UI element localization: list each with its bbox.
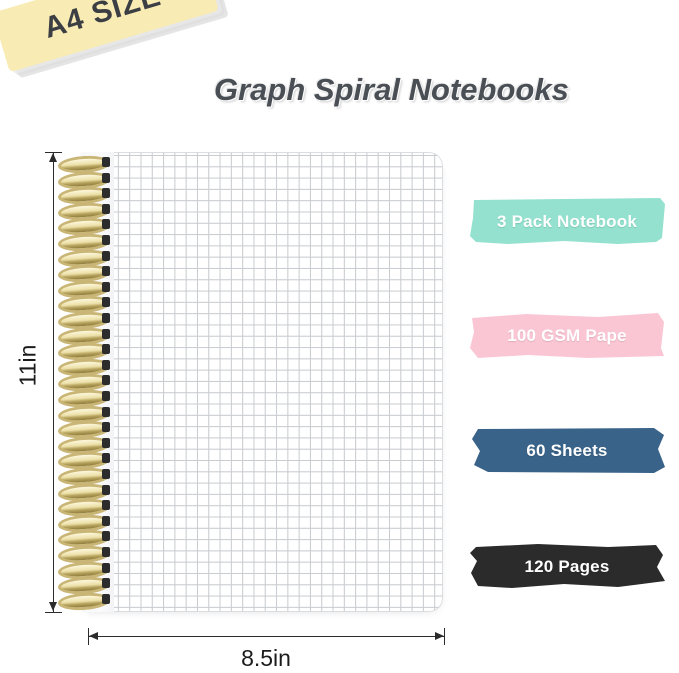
height-arrow-down-icon: [49, 602, 57, 611]
spiral-coil: [57, 357, 111, 378]
spiral-coil-end: [102, 437, 110, 448]
spiral-coil: [57, 169, 111, 191]
spiral-coil: [57, 310, 111, 331]
badge-sheet-count: 60 Sheets: [468, 427, 666, 475]
spiral-coil: [57, 263, 111, 284]
spiral-coil: [57, 544, 111, 565]
a4-size-tag: A4 SIZE: [0, 0, 246, 124]
spiral-coil: [57, 341, 111, 362]
height-dimension-tick-bottom: [45, 612, 62, 613]
badge-page-count: 120 Pages: [468, 543, 666, 591]
spiral-coil-end: [102, 297, 110, 308]
spiral-coil: [57, 450, 111, 472]
spiral-coil-end: [102, 157, 110, 167]
badge-label: 120 Pages: [524, 557, 610, 576]
spiral-coil-end: [102, 219, 110, 230]
spiral-coil-end: [102, 328, 110, 339]
height-dimension-label: 11in: [14, 344, 41, 387]
height-dimension-tick-top: [45, 152, 62, 153]
spiral-coil: [57, 216, 111, 238]
spiral-coil-end: [102, 406, 110, 417]
badge-tape-shape: [470, 313, 664, 358]
spiral-coil: [57, 232, 111, 253]
spiral-coil-end: [102, 547, 110, 557]
width-dimension-label: 8.5in: [241, 645, 291, 671]
badge-tape-shape: [470, 544, 665, 588]
spiral-coil-end: [102, 453, 110, 464]
spiral-coil: [57, 419, 111, 440]
spiral-coil: [57, 559, 111, 581]
spiral-coil: [57, 481, 111, 503]
spiral-coil: [57, 154, 111, 175]
spiral-coil: [57, 435, 111, 456]
spiral-coil-end: [102, 593, 110, 604]
badge-label: 3 Pack Notebook: [497, 212, 637, 231]
spiral-coil-end: [102, 562, 110, 573]
width-arrow-right-icon: [435, 632, 444, 640]
spiral-coil-end: [102, 469, 110, 479]
badge-tape-shape: [472, 428, 665, 473]
spiral-coil-end: [102, 359, 110, 370]
width-dimension-tick-right: [444, 628, 445, 645]
spiral-coil: [57, 294, 111, 316]
spiral-coil: [57, 247, 111, 269]
spiral-coil: [57, 201, 111, 222]
spiral-coil: [57, 591, 111, 612]
spiral-coil-end: [102, 422, 110, 433]
spiral-coil: [57, 279, 111, 300]
height-arrow-up-icon: [49, 153, 57, 162]
spiral-coil: [57, 528, 111, 550]
spiral-coil-end: [102, 531, 110, 542]
badge-tape-shape: [470, 198, 665, 244]
spiral-coil-end: [102, 391, 110, 401]
a4-size-tag-front: A4 SIZE: [0, 0, 219, 73]
spiral-coil-end: [102, 500, 110, 511]
width-arrow-left-icon: [89, 632, 98, 640]
badge-paper-weight: 100 GSM Pape: [468, 312, 666, 360]
spiral-coil-end: [102, 235, 110, 245]
spiral-coil: [57, 325, 111, 347]
spiral-coil: [57, 185, 111, 206]
spiral-coil: [57, 388, 111, 409]
spiral-coil-end: [102, 313, 110, 323]
height-dimension-line: [53, 152, 54, 612]
spiral-coil: [57, 497, 111, 518]
badge-label: 60 Sheets: [526, 441, 608, 460]
badge-label: 100 GSM Pape: [507, 326, 627, 345]
spiral-coil-end: [102, 375, 110, 386]
spiral-coil: [57, 372, 111, 394]
spiral-coil-end: [102, 281, 110, 292]
notebook-image: [57, 152, 443, 614]
spiral-coil-end: [102, 484, 110, 495]
spiral-coil-end: [102, 266, 110, 277]
width-dimension-tick-left: [88, 628, 89, 645]
spiral-coil: [57, 466, 111, 487]
spiral-coil-end: [102, 203, 110, 214]
spiral-coil: [57, 403, 111, 425]
spiral-binding: [57, 152, 116, 612]
graph-paper-page: [80, 152, 443, 612]
spiral-coil-end: [102, 172, 110, 183]
badge-pack-count: 3 Pack Notebook: [468, 198, 666, 246]
spiral-coil-end: [102, 250, 110, 261]
spiral-coil-end: [102, 188, 110, 199]
spiral-coil-end: [102, 578, 110, 589]
width-dimension-line: [88, 636, 444, 637]
spiral-coil: [57, 513, 111, 534]
spiral-coil-end: [102, 344, 110, 355]
spiral-coil: [57, 575, 111, 596]
page-title: Graph Spiral Notebooks: [214, 72, 569, 107]
spiral-coil-end: [102, 515, 110, 526]
